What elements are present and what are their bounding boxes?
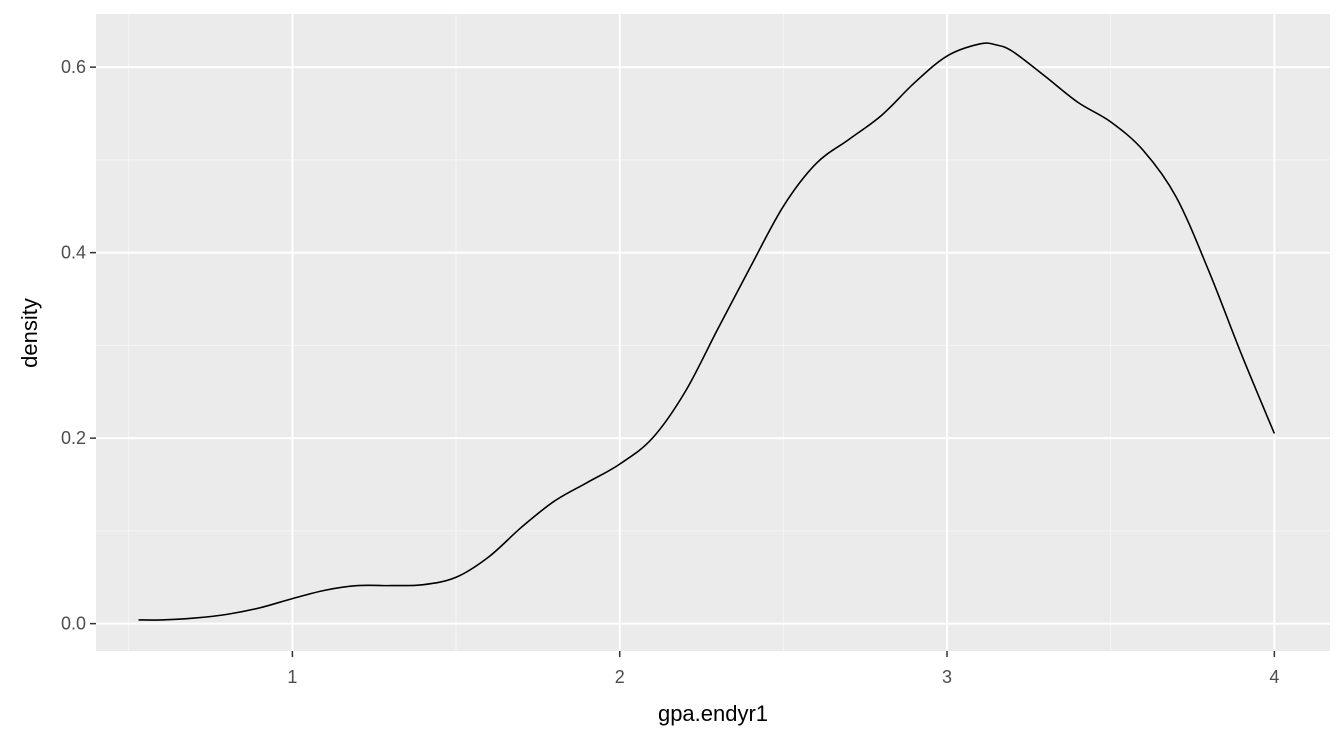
- panel-background: [96, 14, 1330, 651]
- grid-minor: [96, 14, 1330, 651]
- density-curve: [138, 42, 1276, 621]
- x-tick-label: 3: [942, 667, 952, 687]
- y-tick-label: 0.0: [61, 614, 86, 634]
- x-axis-title: gpa.endyr1: [658, 701, 768, 726]
- y-axis: 0.0 0.2 0.4 0.6: [61, 57, 96, 634]
- y-tick-label: 0.4: [61, 243, 86, 263]
- x-axis: 1 2 3 4: [287, 651, 1279, 687]
- x-tick-label: 4: [1269, 667, 1279, 687]
- series-layer: [138, 42, 1276, 621]
- y-tick-label: 0.2: [61, 428, 86, 448]
- grid-major: [96, 14, 1330, 651]
- x-tick-label: 1: [287, 667, 297, 687]
- y-tick-label: 0.6: [61, 57, 86, 77]
- x-tick-label: 2: [615, 667, 625, 687]
- y-axis-title: density: [17, 298, 42, 368]
